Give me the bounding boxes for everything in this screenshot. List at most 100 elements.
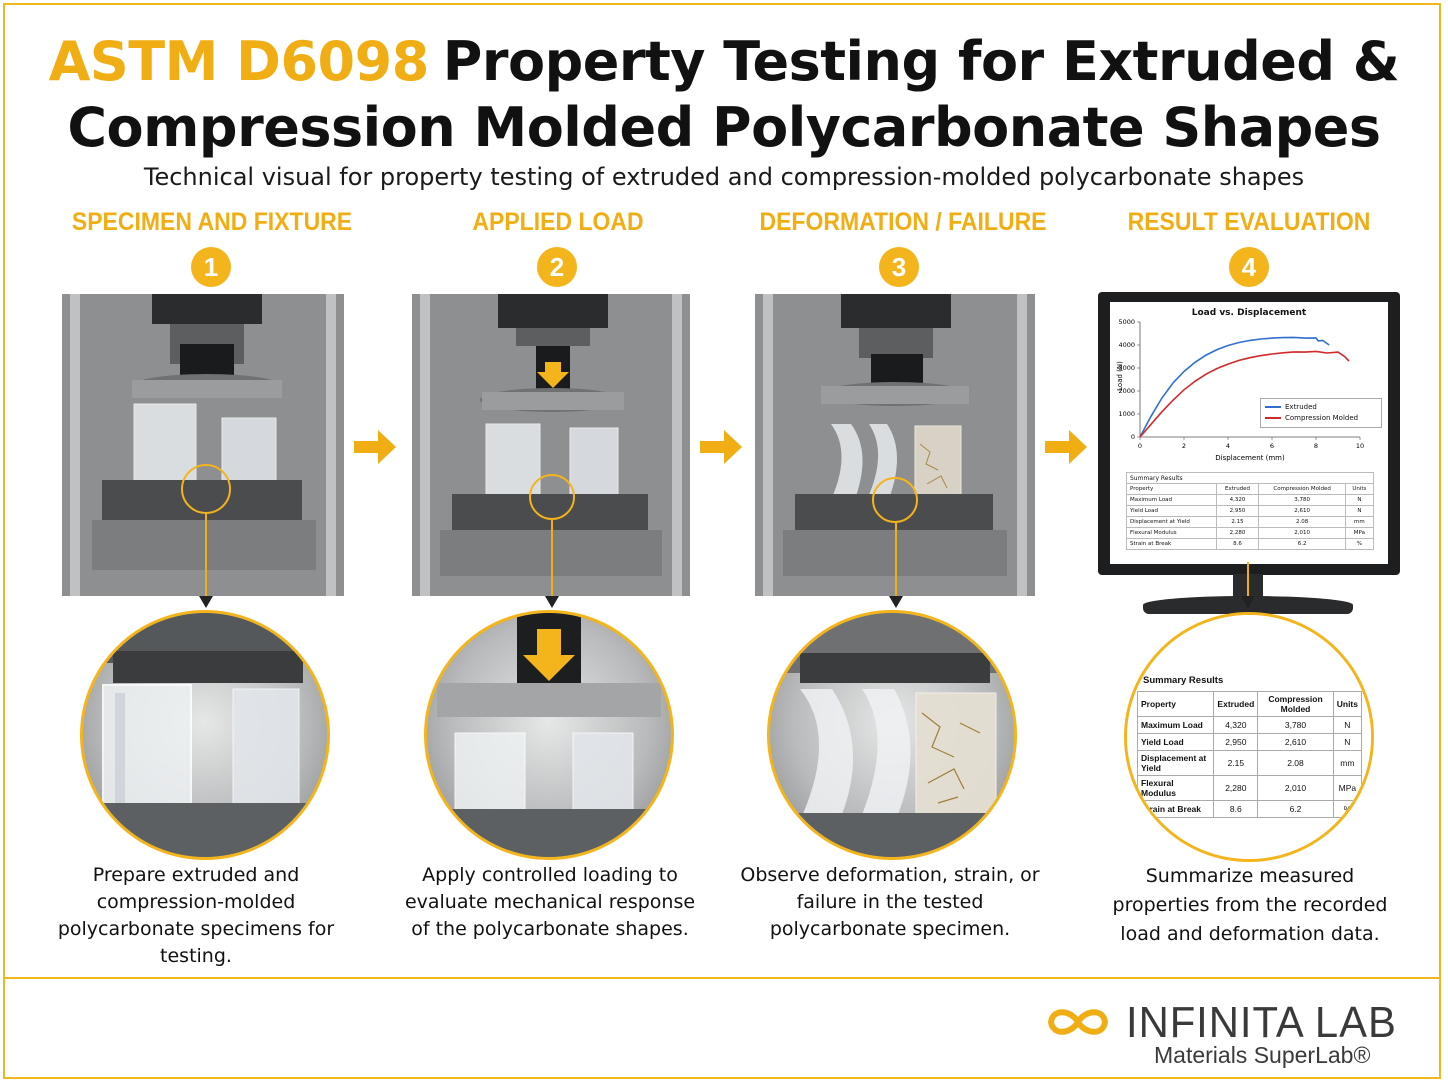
table-cell: Yield Load <box>1126 505 1217 517</box>
connector-arrowhead-icon <box>199 596 213 608</box>
table-cell: Maximum Load <box>1136 716 1215 734</box>
table-row: Displacement at Yield 2.15 2.08 mm <box>1136 750 1363 776</box>
infinity-logo-icon <box>1047 1009 1109 1035</box>
legend-label-extruded: Extruded <box>1285 403 1317 411</box>
table-cell: 6.2 <box>1257 800 1334 818</box>
table-cell: 3,780 <box>1258 494 1346 506</box>
table-cell: N <box>1344 505 1375 517</box>
table-cell: Yield Load <box>1136 733 1215 751</box>
chart-legend: Extruded Compression Molded <box>1260 398 1382 428</box>
step-2-zoom <box>424 610 674 860</box>
connector-line <box>551 519 553 599</box>
table-cell: MPa <box>1344 527 1375 539</box>
step-2-photo <box>412 294 690 596</box>
table-cell: 2,950 <box>1213 733 1259 751</box>
step-4-heading: RESULT EVALUATION <box>1127 208 1371 236</box>
table-header-cell: Extruded <box>1215 483 1260 495</box>
step-4-zoom: Summary Results Property Extruded Compress… <box>1124 612 1374 862</box>
table-cell: Strain at Break <box>1126 538 1217 550</box>
y-tick-label: 4000 <box>1118 341 1135 349</box>
table-row: Flexural Modulus 2,280 2,010 MPa <box>1136 775 1363 801</box>
y-tick-label: 1000 <box>1118 410 1135 418</box>
table-row: Strain at Break 8.6 6.2% <box>1136 800 1363 818</box>
step-3-description: Observe deformation, strain, or failure … <box>740 864 1040 940</box>
legend-compression: Compression Molded <box>1265 413 1377 424</box>
x-tick-label: 4 <box>1226 442 1230 450</box>
connector-line <box>1247 562 1249 599</box>
x-tick-label: 2 <box>1182 442 1186 450</box>
page-title-line1: ASTM D6098 Property Testing for Extruded … <box>0 30 1448 94</box>
table-cell: 2,610 <box>1257 733 1334 751</box>
connector-line <box>895 522 897 599</box>
summary-caption-small: Summary Results <box>1126 472 1374 484</box>
connector-arrowhead-icon <box>889 596 903 608</box>
chart-title: Load vs. Displacement <box>1191 308 1307 318</box>
table-row: Yield Load 2,950 2,610 N <box>1136 733 1363 751</box>
table-header-cell: Property <box>1126 483 1217 495</box>
summary-zoom-panel: Summary Results Property Extruded Compress… <box>1127 615 1371 859</box>
page-subtitle: Technical visual for property testing of… <box>143 163 1305 191</box>
table-row: Flexural Modulus 2,280 2,010 MPa <box>1126 527 1375 539</box>
legend-swatch-compression <box>1265 417 1281 419</box>
table-header-cell: Compression Molded <box>1257 691 1334 717</box>
summary-table: Property Extruded Compression Molded Units M… <box>1136 691 1363 818</box>
table-cell: 2.15 <box>1213 750 1259 776</box>
table-cell: 8.6 <box>1215 538 1260 550</box>
connector-arrowhead-icon <box>1241 596 1255 608</box>
table-cell: Flexural Modulus <box>1136 775 1215 801</box>
table-cell: 2,280 <box>1213 775 1259 801</box>
table-header-cell: Units <box>1332 691 1363 717</box>
brand-tagline: Materials SuperLab® <box>1154 1042 1371 1068</box>
table-cell: 2,610 <box>1258 505 1346 517</box>
table-row: Maximum Load 4,320 3,780 N <box>1126 494 1375 506</box>
page-frame <box>3 3 1441 1079</box>
page-title-line2: Compression Molded Polycarbonate Shapes <box>67 96 1381 159</box>
series-line-1 <box>1139 350 1350 438</box>
table-row: Yield Load 2,950 2,610 N <box>1126 505 1375 517</box>
table-cell: 2.08 <box>1257 750 1334 776</box>
arrow-right-icon <box>1045 430 1087 464</box>
table-cell: MPa <box>1332 775 1363 801</box>
y-tick-label: 3000 <box>1118 364 1135 372</box>
table-cell: 6.2 <box>1258 538 1346 550</box>
step-3-badge: 3 <box>879 247 919 287</box>
table-cell: N <box>1332 716 1363 734</box>
table-header-cell: Units <box>1344 483 1375 495</box>
step-2-badge: 2 <box>537 247 577 287</box>
y-tick-label: 2000 <box>1118 387 1135 395</box>
table-cell: 8.6 <box>1213 800 1259 818</box>
y-tick-label: 0 <box>1131 433 1135 441</box>
brand-name: INFINITA LAB <box>1126 998 1397 1047</box>
summary-caption: Summary Results <box>1143 675 1224 686</box>
footer-divider <box>3 977 1441 979</box>
x-axis-label: Displacement (mm) <box>1215 454 1285 462</box>
step-1-zoom <box>80 610 330 860</box>
table-cell: 2,280 <box>1215 527 1260 539</box>
step-1-badge: 1 <box>191 247 231 287</box>
title-text: Property Testing for Extruded & <box>442 30 1400 93</box>
table-cell: N <box>1332 733 1363 751</box>
step-2-description: Apply controlled loading to evaluate mec… <box>404 864 696 940</box>
table-cell: mm <box>1332 750 1363 776</box>
x-tick-label: 6 <box>1270 442 1274 450</box>
table-header-cell: Property <box>1136 691 1215 717</box>
step-1-description: Prepare extruded and compression-molded … <box>57 864 335 967</box>
step-4-badge: 4 <box>1229 247 1269 287</box>
table-cell: 4,320 <box>1215 494 1260 506</box>
table-cell: 2.15 <box>1215 516 1260 528</box>
y-tick-label: 5000 <box>1118 318 1135 326</box>
legend-label-compression: Compression Molded <box>1285 414 1359 422</box>
series-line-0 <box>1139 336 1330 438</box>
table-cell: Displacement at Yield <box>1126 516 1217 528</box>
results-screen: Load vs. Displacement 0 2 4 6 8 10 0 1000 2000 30… <box>1110 302 1388 564</box>
table-row: Displacement at Yield 2.15 2.08 mm <box>1126 516 1375 528</box>
step-4-description: Summarize measured properties from the r… <box>1112 865 1388 945</box>
connector-arrowhead-icon <box>545 596 559 608</box>
results-monitor: Load vs. Displacement 0 2 4 6 8 10 0 1000 2000 30… <box>1098 292 1400 575</box>
table-cell: 2.08 <box>1258 516 1346 528</box>
table-header-cell: Extruded <box>1213 691 1259 717</box>
table-cell: mm <box>1344 516 1375 528</box>
table-cell: Flexural Modulus <box>1126 527 1217 539</box>
x-tick-label: 8 <box>1314 442 1318 450</box>
step-3-heading: DEFORMATION / FAILURE <box>759 208 1047 236</box>
